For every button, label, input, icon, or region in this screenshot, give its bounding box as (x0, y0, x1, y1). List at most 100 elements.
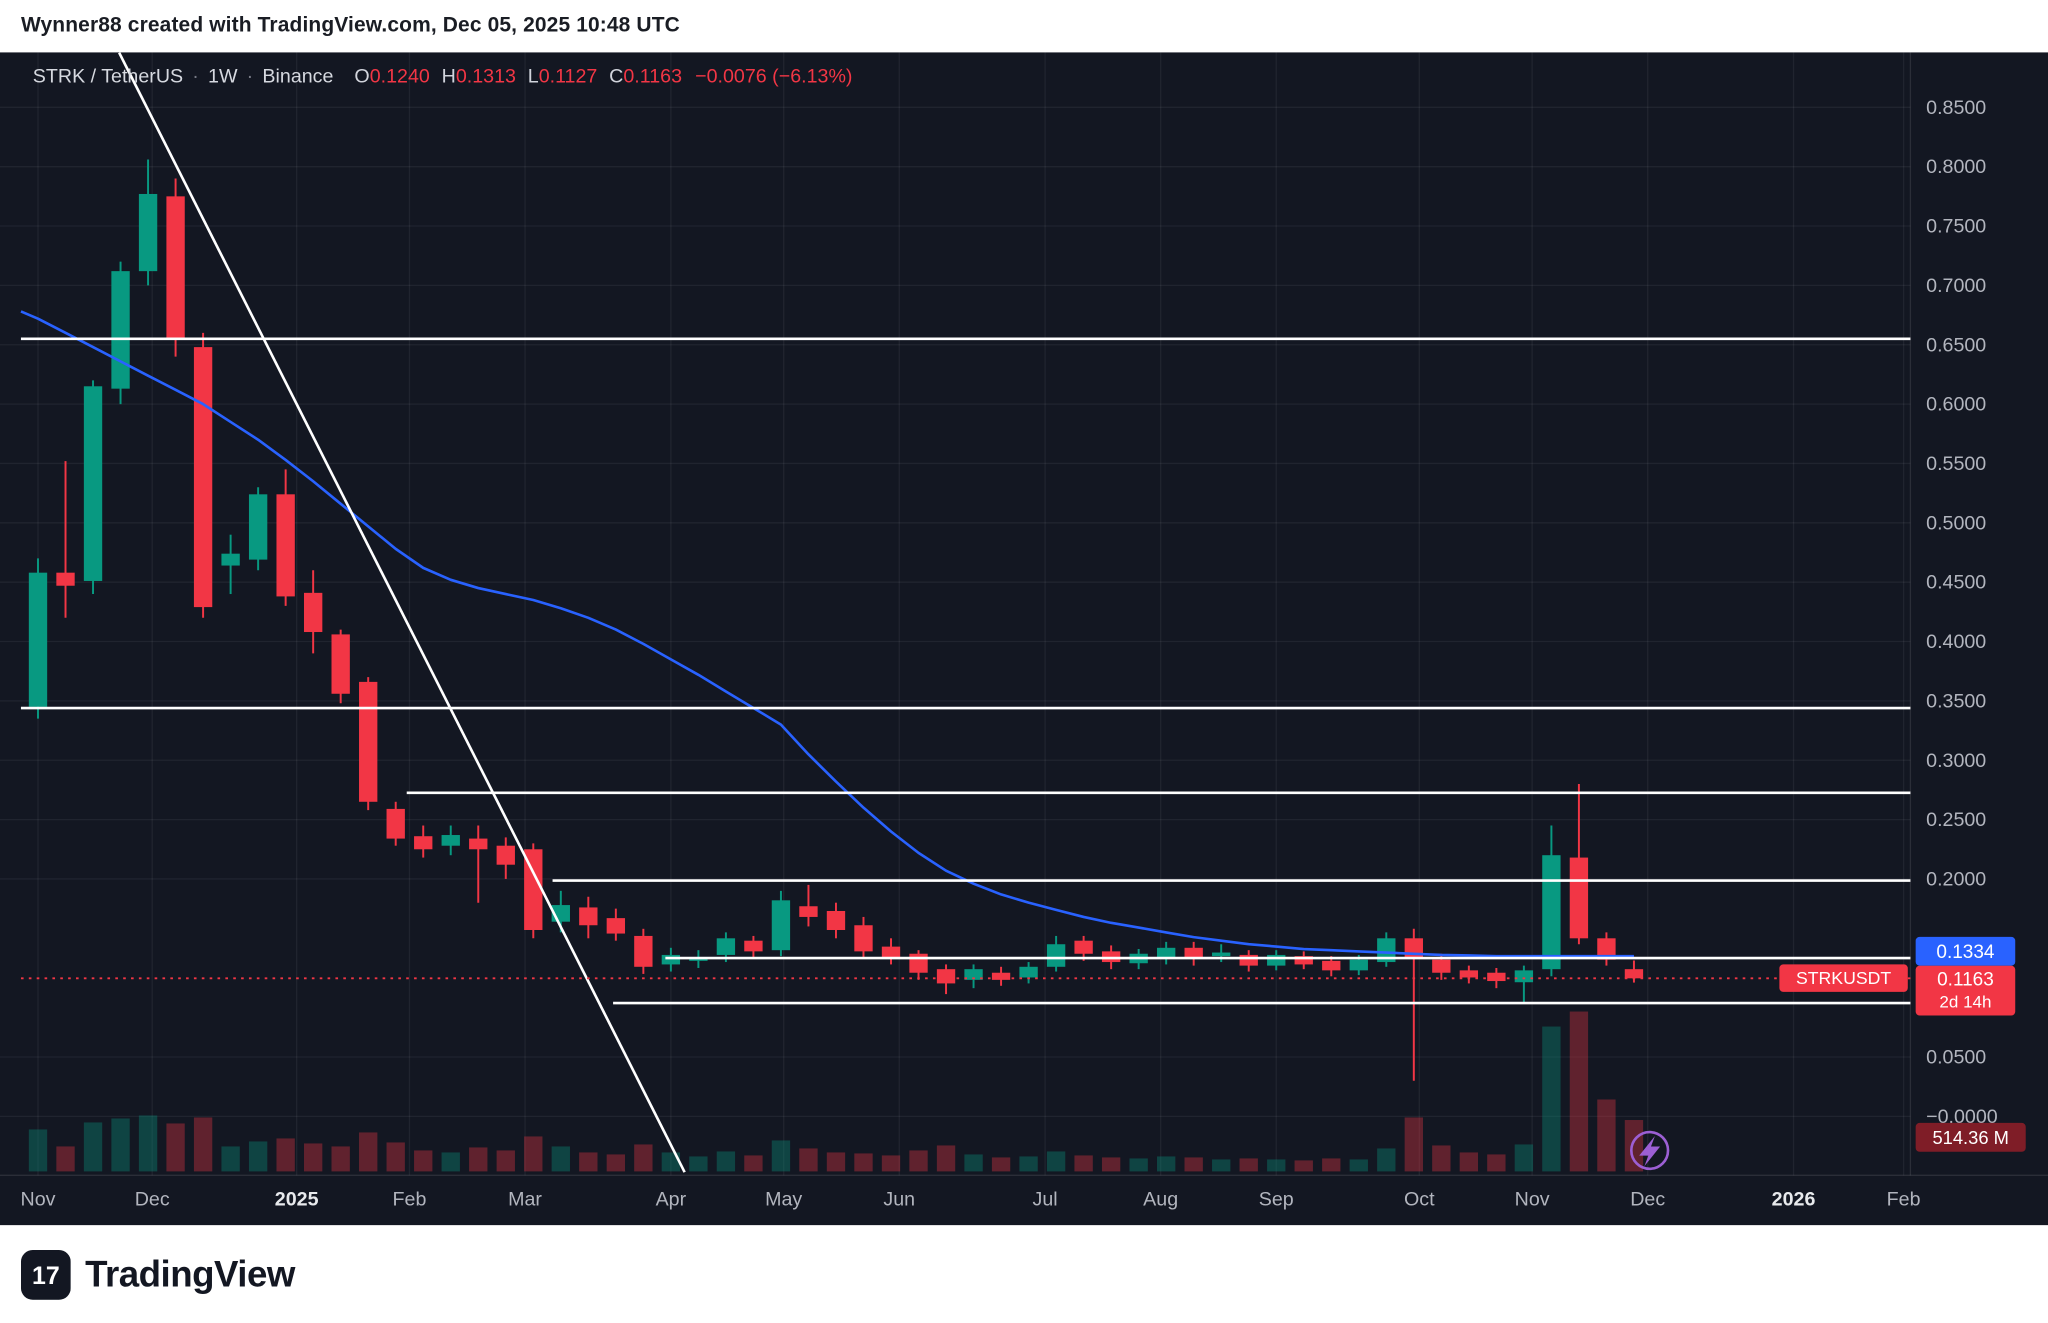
volume-bar (166, 1123, 185, 1172)
candle-down (1294, 951, 1313, 970)
ohlc-values: O0.1240 H0.1313 L0.1127 C0.1163 (354, 66, 682, 88)
high-label: H (441, 65, 456, 88)
trend-line[interactable] (118, 52, 686, 1173)
volume-bar (276, 1138, 295, 1172)
volume-bar (1404, 1117, 1423, 1172)
price-axis-label: 0.7500 (1926, 216, 1986, 238)
time-axis-label: 2025 (275, 1188, 319, 1210)
volume-bar (469, 1147, 488, 1172)
candle-down (744, 935, 763, 959)
time-axis-label: Apr (656, 1188, 687, 1210)
exchange-label[interactable]: Binance (262, 65, 334, 88)
price-axis[interactable]: 0.8500 0.8000 0.7500 0.7000 0.6500 0.6000 0.55… (1926, 97, 1998, 1128)
candle-down (1322, 956, 1341, 977)
candle-up (1267, 950, 1286, 971)
tradingview-logo[interactable]: 17 TradingView (20, 1249, 295, 1300)
candle-down (1184, 941, 1203, 966)
svg-text:STRKUSDT: STRKUSDT (1796, 968, 1891, 988)
candle-down (303, 570, 323, 654)
volume-bar (826, 1152, 846, 1172)
volume-bar (1239, 1158, 1258, 1172)
price-axis-label: 0.7000 (1926, 275, 1986, 297)
volume-bar (496, 1150, 515, 1172)
volume-bar (551, 1146, 570, 1172)
time-axis[interactable]: Nov Dec 2025 Feb Mar Apr May Jun Jul Aug Sep Oct Nov… (21, 1188, 1921, 1210)
candle-down (1569, 783, 1589, 945)
ma-line[interactable] (20, 310, 1634, 958)
candle-down (826, 902, 846, 939)
symbol-title[interactable]: STRK / TetherUS (32, 65, 184, 88)
candle-down (193, 332, 213, 618)
close-value: 0.1163 (623, 65, 683, 88)
low-value: 0.1127 (538, 65, 598, 88)
candle-up (964, 964, 983, 989)
candle-down (881, 938, 901, 965)
candle-down (166, 178, 185, 357)
volume-bar (1349, 1159, 1368, 1172)
candles-layer (28, 159, 1644, 1081)
price-axis-label: 0.4000 (1926, 631, 1986, 653)
svg-text:17: 17 (32, 1261, 60, 1289)
candle-down (1239, 950, 1258, 972)
candle-up (28, 558, 48, 719)
candle-up (138, 159, 158, 286)
candle-up (771, 890, 791, 957)
price-axis-label: 0.5000 (1926, 512, 1986, 534)
candlestick-chart[interactable]: Nov Dec 2025 Feb Mar Apr May Jun Jul Aug Sep Oct Nov… (0, 52, 2048, 1225)
volume-bar (716, 1151, 736, 1172)
close-label: C (609, 65, 624, 88)
change-value: −0.0076 (−6.13%) (695, 65, 853, 88)
candle-down (1487, 967, 1506, 989)
volume-bar (1294, 1160, 1313, 1172)
candle-up (111, 261, 130, 405)
volume-bar (1184, 1157, 1203, 1172)
chart-area[interactable]: Nov Dec 2025 Feb Mar Apr May Jun Jul Aug Sep Oct Nov… (0, 52, 2048, 1226)
volume-bar (1129, 1158, 1148, 1172)
legend-separator: · (192, 65, 199, 88)
volume-bar (854, 1153, 873, 1172)
price-axis-label: −0.0000 (1926, 1106, 1998, 1128)
symbol-price-tag: STRKUSDT (1779, 964, 1908, 992)
time-axis-label: Nov (1515, 1188, 1550, 1210)
time-axis-label: Feb (1887, 1188, 1921, 1210)
svg-text:2d 14h: 2d 14h (1939, 993, 1991, 1012)
volume-bar (28, 1129, 48, 1172)
volume-bar (524, 1136, 543, 1172)
volume-bar (386, 1142, 405, 1172)
volume-bar (606, 1154, 626, 1172)
price-axis-label: 0.3500 (1926, 690, 1986, 712)
price-axis-label: 0.4500 (1926, 572, 1986, 594)
time-axis-label: 2026 (1772, 1188, 1816, 1210)
volume-bar (1212, 1159, 1231, 1172)
candle-down (936, 964, 956, 995)
volume-bar (1322, 1158, 1341, 1172)
volume-bar (1074, 1155, 1093, 1172)
interval-label[interactable]: 1W (208, 65, 238, 88)
time-axis-label: Jul (1033, 1188, 1058, 1210)
volume-bar (1597, 1099, 1616, 1172)
candle-down (991, 966, 1011, 986)
time-axis-label: Dec (1630, 1188, 1665, 1210)
grid-layer (0, 52, 1911, 1176)
tradingview-logo-icon: 17 (20, 1249, 71, 1300)
time-axis-label: Oct (1404, 1188, 1435, 1210)
open-value: 0.1240 (369, 65, 430, 88)
high-value: 0.1313 (455, 65, 516, 88)
time-axis-label: Aug (1143, 1188, 1178, 1210)
volume-bar (771, 1140, 791, 1172)
volume-bar (1514, 1144, 1534, 1172)
time-axis-label: May (765, 1188, 802, 1210)
candle-up (1046, 935, 1066, 972)
price-axis-label: 0.2500 (1926, 809, 1986, 831)
candle-down (359, 677, 378, 811)
candle-down (524, 843, 543, 939)
volume-bar (689, 1156, 708, 1172)
chart-legend: STRK / TetherUS · 1W · Binance O0.1240 H0.1313… (33, 66, 853, 88)
volume-bar (111, 1118, 130, 1172)
candle-up (1019, 962, 1038, 984)
volume-bar (1101, 1157, 1121, 1172)
candle-up (83, 380, 103, 595)
tradingview-wordmark: TradingView (85, 1253, 295, 1294)
lightning-icon[interactable] (1630, 1130, 1670, 1171)
volume-bar (1542, 1026, 1561, 1172)
